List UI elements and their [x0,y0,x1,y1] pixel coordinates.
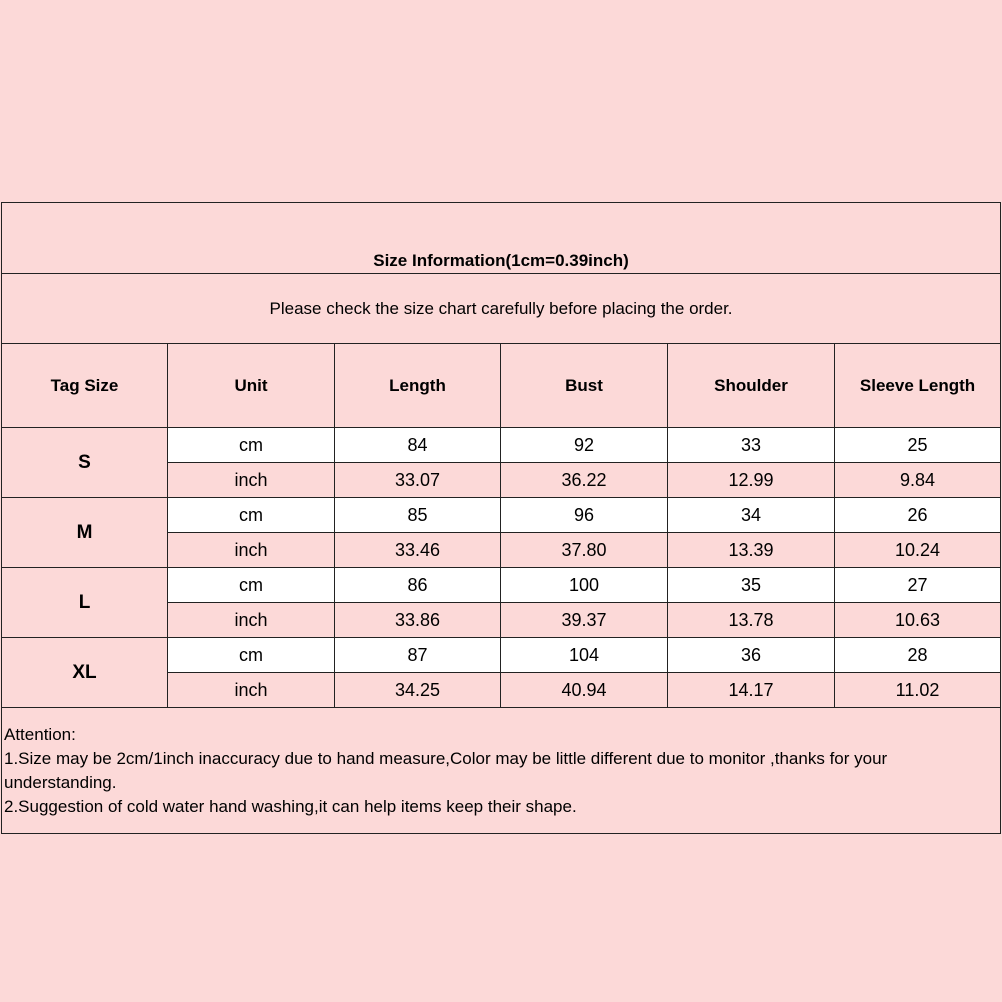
header-unit: Unit [167,343,335,428]
value-cell: 9.84 [833,462,1002,498]
attention-heading: Attention: [4,724,76,744]
value-cell: 40.94 [500,672,668,708]
value-cell: 25 [833,427,1002,463]
table-row: inch 33.46 37.80 13.39 10.24 [2,532,1002,568]
value-cell: 36 [667,637,835,673]
header-tag-size: Tag Size [1,343,168,428]
tag-size-cell: L [1,567,168,638]
header-sleeve-length: Sleeve Length [833,343,1002,428]
value-cell: 85 [334,497,501,533]
value-cell: 100 [500,567,668,603]
value-cell: 26 [833,497,1002,533]
value-cell: 84 [334,427,501,463]
value-cell: 104 [500,637,668,673]
value-cell: 36.22 [500,462,668,498]
unit-cell: cm [167,427,335,463]
table-row: inch 34.25 40.94 14.17 11.02 [2,672,1002,708]
chart-title: Size Information(1cm=0.39inch) [0,202,1002,274]
unit-cell: cm [167,637,335,673]
value-cell: 39.37 [500,602,668,638]
tag-size-cell: XL [1,637,168,708]
value-cell: 10.24 [833,532,1002,568]
table-row: XL cm 87 104 36 28 [1,637,1002,708]
unit-cell: inch [167,672,335,708]
value-cell: 33.86 [334,602,501,638]
header-shoulder: Shoulder [667,343,835,428]
value-cell: 37.80 [500,532,668,568]
value-cell: 92 [500,427,668,463]
value-cell: 13.39 [667,532,835,568]
value-cell: 33.46 [334,532,501,568]
header-length: Length [334,343,501,428]
value-cell: 86 [334,567,501,603]
unit-cell: inch [167,602,335,638]
value-cell: 14.17 [667,672,835,708]
value-cell: 34 [667,497,835,533]
attention-line-2: 2.Suggestion of cold water hand washing,… [4,796,577,816]
header-bust: Bust [500,343,668,428]
table-row: inch 33.86 39.37 13.78 10.63 [2,602,1002,638]
value-cell: 33 [667,427,835,463]
value-cell: 96 [500,497,668,533]
value-cell: 10.63 [833,602,1002,638]
size-chart-table: Size Information(1cm=0.39inch) Please ch… [0,202,1002,834]
attention-line-1: 1.Size may be 2cm/1inch inaccuracy due t… [4,748,888,792]
order-notice: Please check the size chart carefully be… [0,273,1002,344]
unit-cell: cm [167,497,335,533]
tag-size-cell: M [1,497,168,568]
value-cell: 34.25 [334,672,501,708]
value-cell: 13.78 [667,602,835,638]
value-cell: 87 [334,637,501,673]
header-row: Tag Size Unit Length Bust Shoulder Sleev… [1,343,1002,428]
unit-cell: inch [167,462,335,498]
table-row: inch 33.07 36.22 12.99 9.84 [2,462,1002,498]
value-cell: 33.07 [334,462,501,498]
value-cell: 12.99 [667,462,835,498]
value-cell: 28 [833,637,1002,673]
unit-cell: cm [167,567,335,603]
tag-size-cell: S [1,427,168,498]
value-cell: 27 [833,567,1002,603]
value-cell: 11.02 [833,672,1002,708]
attention-notes: Attention: 1.Size may be 2cm/1inch inaccu… [0,707,1002,834]
value-cell: 35 [667,567,835,603]
unit-cell: inch [167,532,335,568]
